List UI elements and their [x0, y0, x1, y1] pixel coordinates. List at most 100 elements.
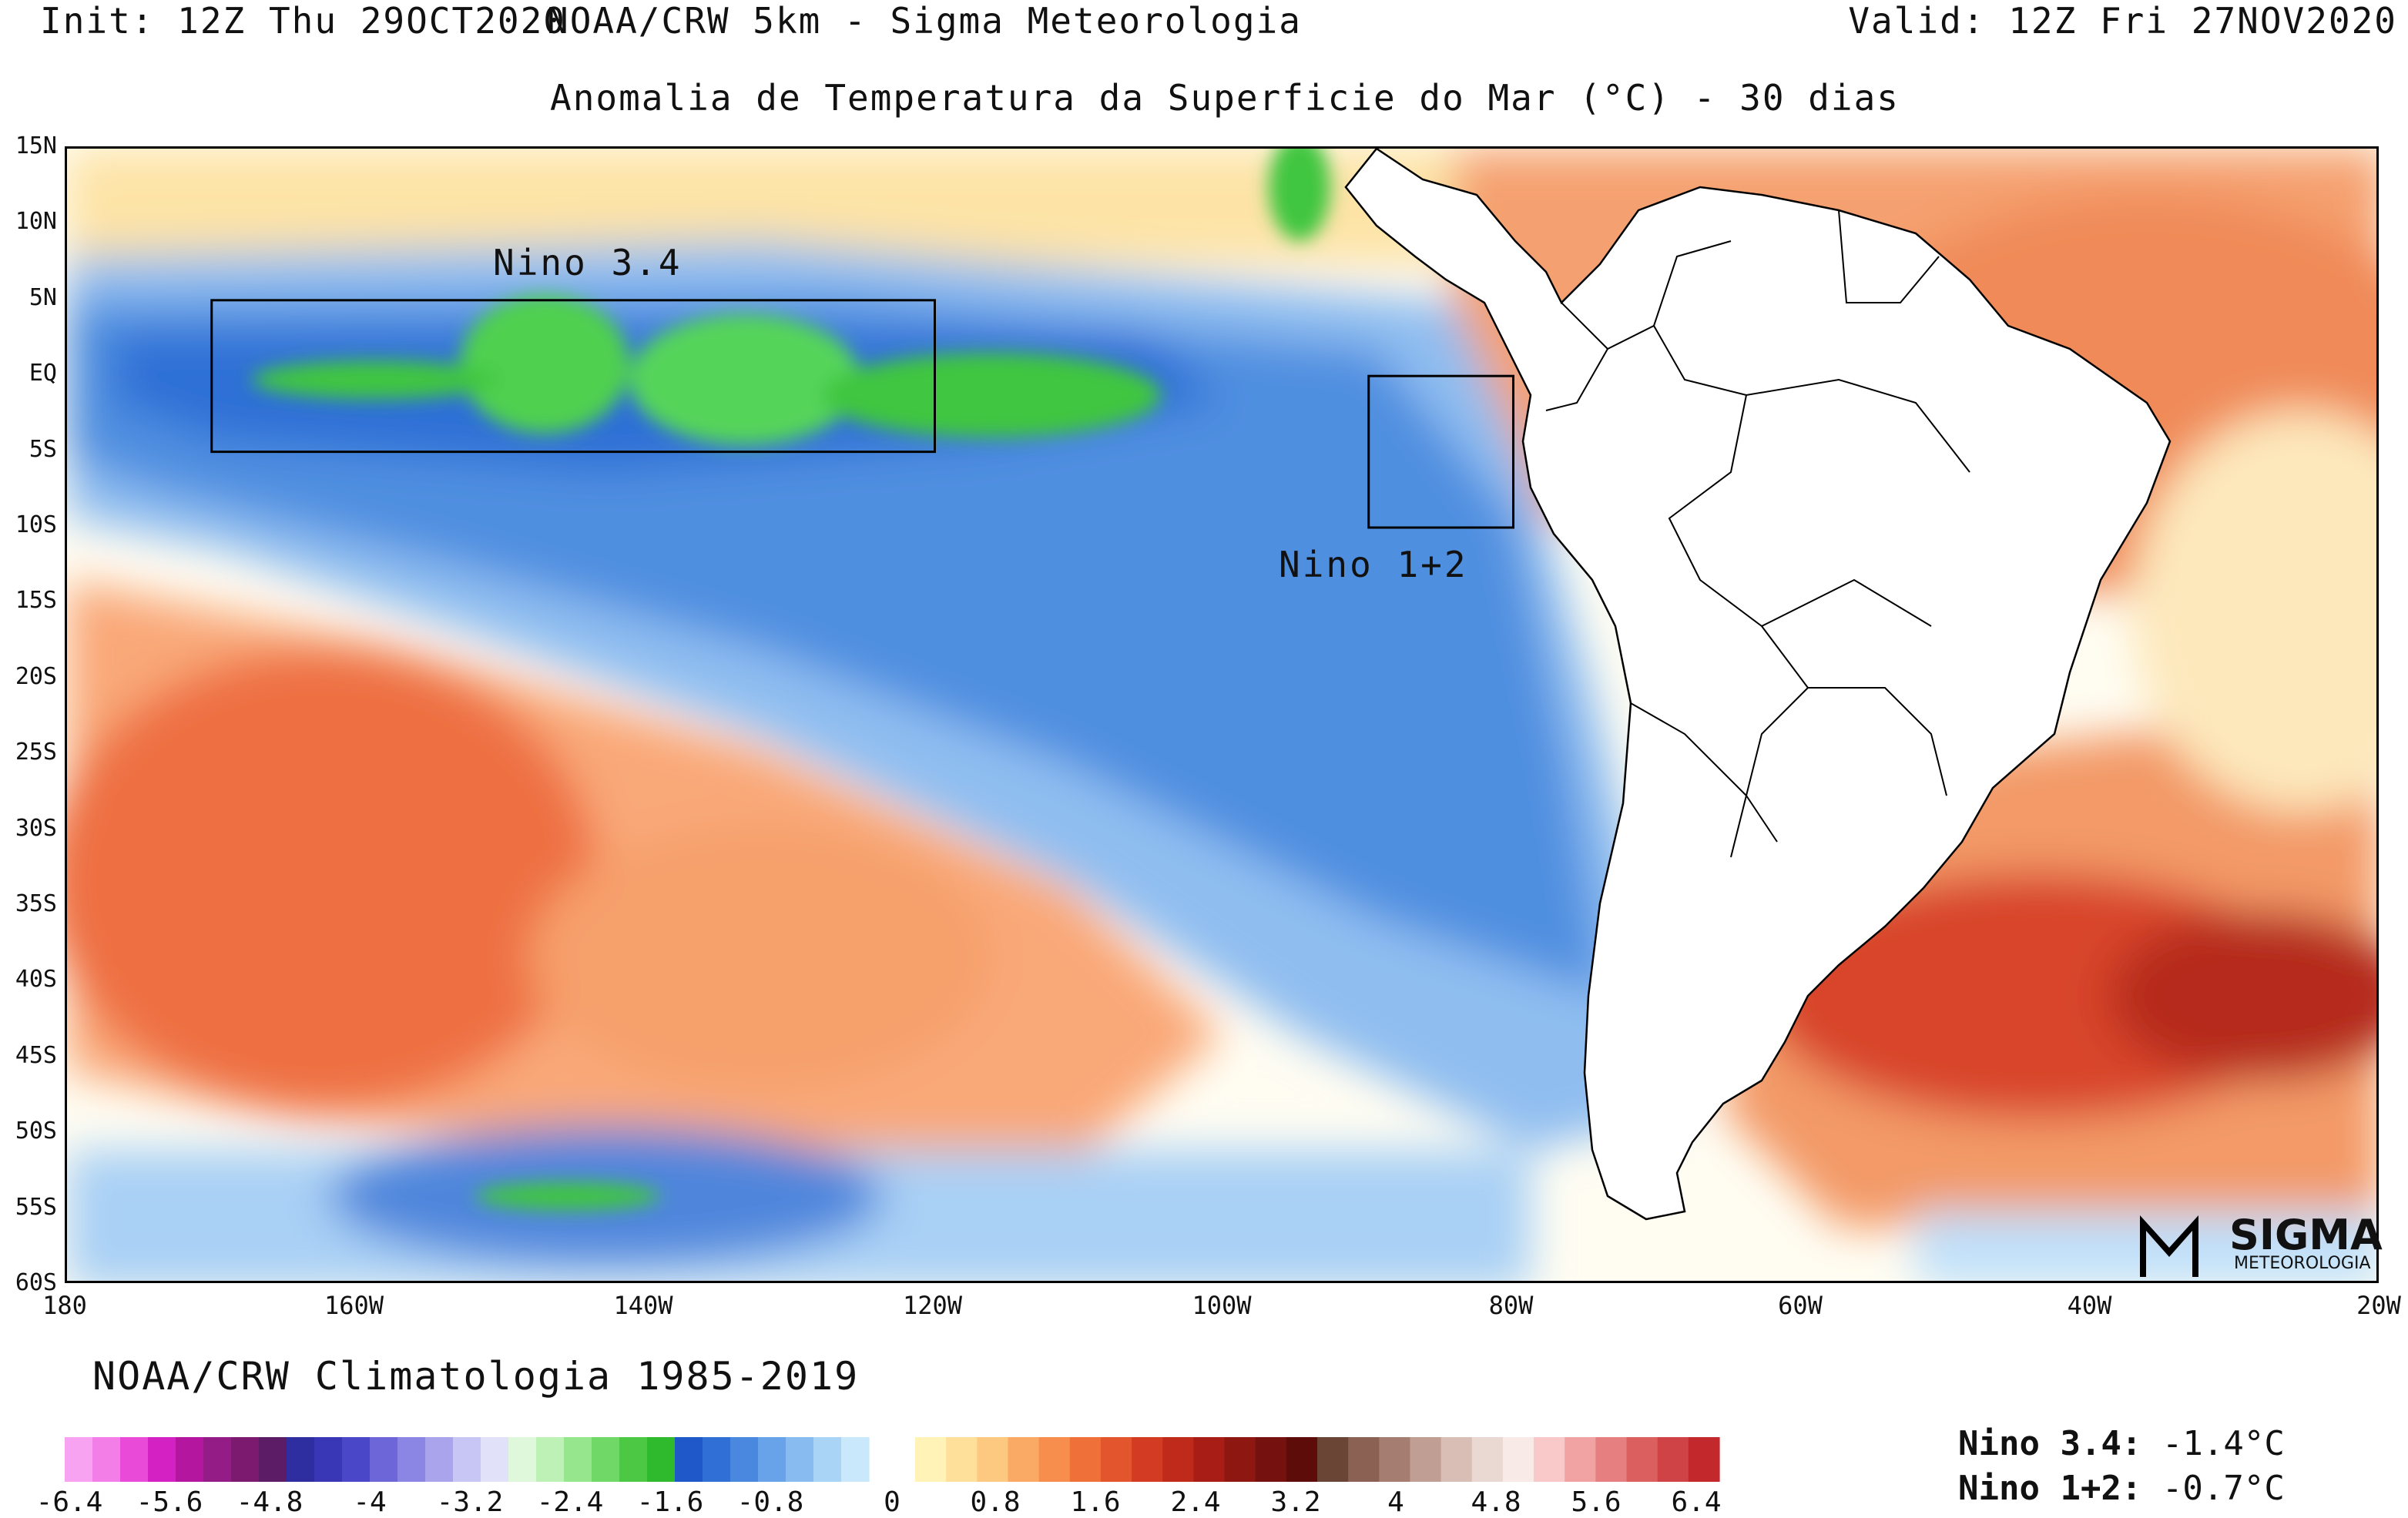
colorbar-swatch: [1193, 1437, 1226, 1482]
lat-tick-label: 10N: [15, 208, 57, 236]
colorbar-tick-label: -4.8: [236, 1486, 304, 1518]
colorbar-swatch: [1286, 1437, 1318, 1482]
colorbar-swatch: [977, 1437, 1009, 1482]
colorbar-tick-label: -3.2: [436, 1486, 504, 1518]
la-nina-core: [252, 149, 1330, 1210]
colorbar-swatch: [730, 1437, 759, 1482]
colorbar-swatch: [1688, 1437, 1720, 1482]
colorbar-swatch: [841, 1437, 870, 1482]
colorbar-swatch: [176, 1437, 204, 1482]
lon-tick-label: 100W: [1192, 1291, 1252, 1320]
colorbar-swatch: [1348, 1437, 1380, 1482]
colorbar-swatch: [1534, 1437, 1565, 1482]
colorbar-swatch: [564, 1437, 592, 1482]
colorbar-swatch: [1502, 1437, 1534, 1482]
climatology-label: NOAA/CRW Climatologia 1985-2019: [92, 1354, 860, 1399]
nino-12-index: Nino 1+2: -0.7°C: [1958, 1466, 2285, 1511]
lon-tick-label: 60W: [1778, 1291, 1823, 1320]
colorbar-swatch: [1132, 1437, 1163, 1482]
valid-time: Valid: 12Z Fri 27NOV2020: [1848, 0, 2397, 42]
colorbar-swatch: [397, 1437, 426, 1482]
colorbar-tick-label: 0.8: [970, 1486, 1021, 1518]
colorbar-swatch: [508, 1437, 537, 1482]
lon-tick-label: 180: [42, 1291, 87, 1320]
nino-34-label: Nino 3.4: [493, 242, 682, 283]
lat-tick-label: 5N: [29, 283, 57, 311]
nino-34-index-value: -1.4°C: [2161, 1424, 2285, 1463]
colorbar-swatch: [1471, 1437, 1504, 1482]
nino-12-index-label: Nino 1+2:: [1958, 1469, 2142, 1508]
map-subtitle: Anomalia de Temperatura da Superficie do…: [550, 77, 1900, 119]
colorbar-swatch: [1626, 1437, 1658, 1482]
colorbar-swatch: [592, 1437, 620, 1482]
colorbar-swatch: [314, 1437, 343, 1482]
colorbar-swatch: [231, 1437, 260, 1482]
colorbar-swatch: [536, 1437, 565, 1482]
nino-34-index-label: Nino 3.4:: [1958, 1424, 2142, 1463]
lat-tick-label: 15S: [15, 587, 57, 615]
colorbar-swatch: [1440, 1437, 1473, 1482]
lon-tick-label: 160W: [324, 1291, 384, 1320]
colorbar-tick-label: 5.6: [1571, 1486, 1622, 1518]
colorbar-tick-label: -6.4: [35, 1486, 103, 1518]
colorbar-swatch: [370, 1437, 398, 1482]
lat-tick-label: 5S: [29, 435, 57, 463]
colorbar-swatch: [287, 1437, 315, 1482]
colorbar-swatch: [203, 1437, 232, 1482]
colorbar-tick-label: 2.4: [1170, 1486, 1221, 1518]
colorbar-tick-label: -4: [353, 1486, 387, 1518]
colorbar-swatch: [65, 1437, 93, 1482]
lat-tick-label: 35S: [15, 890, 57, 917]
map-canvas: [67, 149, 2376, 1281]
colorbar-swatch: [1100, 1437, 1132, 1482]
lat-tick-label: 10S: [15, 511, 57, 538]
colorbar-swatch: [92, 1437, 121, 1482]
colorbar-swatch: [1224, 1437, 1256, 1482]
source-title: NOAA/CRW 5km - Sigma Meteorologia: [547, 0, 1302, 42]
colorbar-swatch: [1162, 1437, 1194, 1482]
colorbar-swatch: [1565, 1437, 1596, 1482]
lat-tick-label: 20S: [15, 662, 57, 690]
colorbar-swatch: [1255, 1437, 1287, 1482]
colorbar-swatch: [1410, 1437, 1442, 1482]
colorbar-swatch: [453, 1437, 481, 1482]
lon-tick-label: 20W: [2356, 1291, 2401, 1320]
sst-anomaly-map: [65, 146, 2379, 1283]
lat-tick-label: 40S: [15, 966, 57, 994]
nino-12-box: [1367, 374, 1514, 529]
colorbar-swatch: [342, 1437, 371, 1482]
lat-tick-label: 50S: [15, 1118, 57, 1145]
nino-34-box: [210, 299, 936, 454]
colorbar-swatch: [758, 1437, 786, 1482]
logo-subtitle: METEOROLOGIA: [2234, 1254, 2371, 1273]
lat-tick-label: 45S: [15, 1041, 57, 1069]
colorbar-tick-label: -1.6: [636, 1486, 704, 1518]
colorbar-swatch: [1008, 1437, 1040, 1482]
sigma-logo-icon: [2140, 1215, 2198, 1277]
lat-tick-label: 15N: [15, 132, 57, 159]
colorbar-tick-label: 6.4: [1671, 1486, 1722, 1518]
colorbar-swatch: [1657, 1437, 1689, 1482]
lat-tick-label: EQ: [29, 360, 57, 387]
colorbar-swatch: [1379, 1437, 1411, 1482]
south-america-landmass: [1344, 149, 2172, 1221]
country-borders: [1545, 209, 1970, 858]
colorbar-swatch: [148, 1437, 176, 1482]
colorbar-swatch: [1595, 1437, 1628, 1482]
colorbar-swatch: [647, 1437, 676, 1482]
lat-tick-label: 30S: [15, 814, 57, 842]
colorbar-swatch: [675, 1437, 703, 1482]
colorbar-tick-label: 4.8: [1471, 1486, 1521, 1518]
lon-tick-label: 140W: [613, 1291, 673, 1320]
init-time: Init: 12Z Thu 29OCT2020: [40, 0, 566, 42]
nino-index-values: Nino 3.4: -1.4°C Nino 1+2: -0.7°C: [1958, 1422, 2285, 1511]
colorbar-swatch: [1317, 1437, 1349, 1482]
colorbar-swatch: [786, 1437, 814, 1482]
nino-34-index: Nino 3.4: -1.4°C: [1958, 1422, 2285, 1466]
colorbar-swatch: [915, 1437, 947, 1482]
colorbar-swatch: [120, 1437, 149, 1482]
logo-word: SIGMA: [2229, 1211, 2383, 1259]
colorbar-swatch: [259, 1437, 287, 1482]
colorbar: [65, 1437, 1720, 1482]
colorbar-swatch: [813, 1437, 842, 1482]
